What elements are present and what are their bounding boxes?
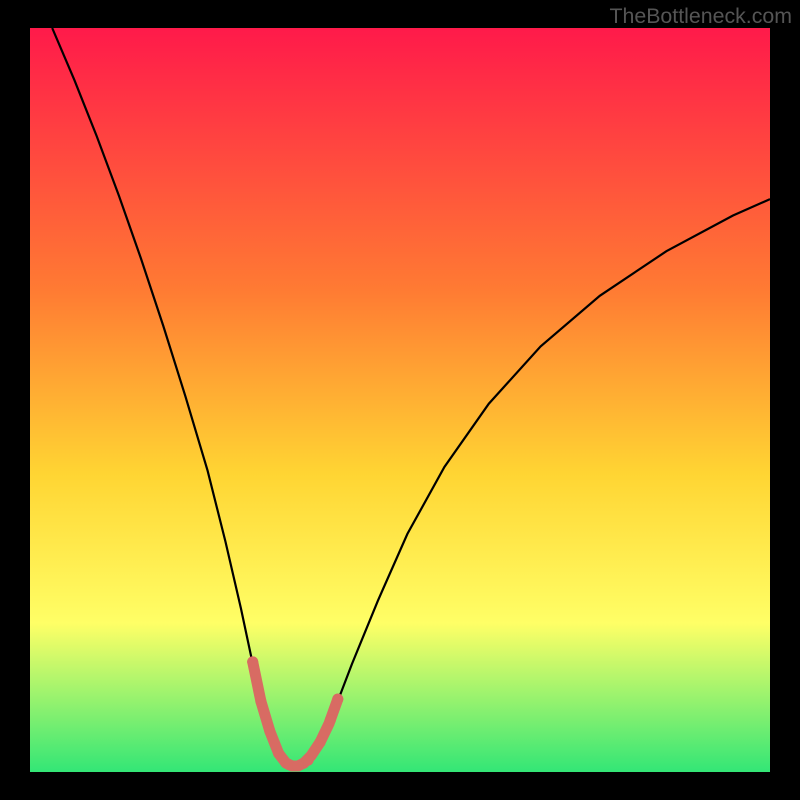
accent-dot [303,755,314,766]
accent-dot [247,656,258,667]
accent-dot [325,714,336,725]
accent-dot [315,737,326,748]
accent-dot [332,694,343,705]
accent-dot [255,696,266,707]
chart-frame: TheBottleneck.com [0,0,800,800]
watermark-text: TheBottleneck.com [609,4,792,29]
accent-dot [292,761,303,772]
plot-area [30,28,770,772]
accent-dot [273,748,284,759]
accent-left [253,662,286,763]
curve-layer [30,28,770,772]
accent-right [304,699,338,763]
bottleneck-curve [52,28,770,766]
accent-dot [264,726,275,737]
